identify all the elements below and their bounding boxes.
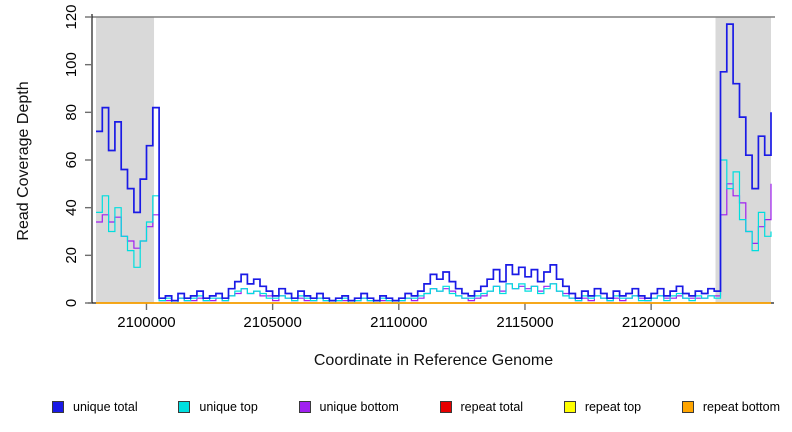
legend-item-repeat-top: repeat top [563, 400, 642, 414]
legend-item-unique-total: unique total [52, 400, 138, 414]
y-tick-label: 0 [63, 299, 80, 307]
legend-swatch-icon [52, 401, 64, 413]
x-tick-label: 2120000 [622, 314, 680, 331]
series-line-unique-total [96, 23, 772, 302]
x-tick-label: 2100000 [117, 314, 175, 331]
y-tick-label: 20 [63, 247, 80, 264]
legend-swatch-icon [681, 401, 694, 413]
legend-swatch-icon [439, 401, 452, 413]
y-tick-label: 60 [63, 152, 80, 169]
x-tick-label: 2115000 [496, 314, 553, 331]
legend-label: unique top [199, 400, 258, 414]
series-line-unique-top [96, 159, 772, 304]
legend-swatch-icon [563, 401, 576, 413]
legend-item-unique-top: unique top [178, 400, 258, 414]
legend-item-repeat-total: repeat total [439, 400, 524, 414]
legend-item-repeat-bottom: repeat bottom [681, 400, 780, 414]
highlight-band [96, 17, 155, 303]
x-tick-label: 2110000 [370, 314, 427, 331]
y-tick-label: 120 [63, 4, 80, 29]
series-line-unique-bottom [96, 183, 772, 302]
chart-legend: unique total unique top unique bottom repea… [52, 396, 780, 418]
legend-label: repeat bottom [702, 400, 780, 414]
x-tick-label: 2105000 [243, 314, 301, 331]
y-tick-label: 80 [63, 104, 80, 121]
legend-swatch-icon [178, 401, 191, 413]
y-axis-title: Read Coverage Depth [15, 81, 32, 241]
x-axis-title: Coordinate in Reference Genome [313, 352, 554, 369]
y-tick-label: 40 [63, 199, 80, 216]
legend-swatch-icon [298, 401, 311, 413]
legend-item-unique-bottom: unique bottom [298, 400, 399, 414]
legend-label: unique total [73, 400, 138, 414]
legend-label: unique bottom [319, 400, 399, 414]
legend-label: repeat top [584, 400, 642, 414]
legend-label: repeat total [460, 400, 524, 414]
y-tick-label: 100 [63, 52, 80, 77]
